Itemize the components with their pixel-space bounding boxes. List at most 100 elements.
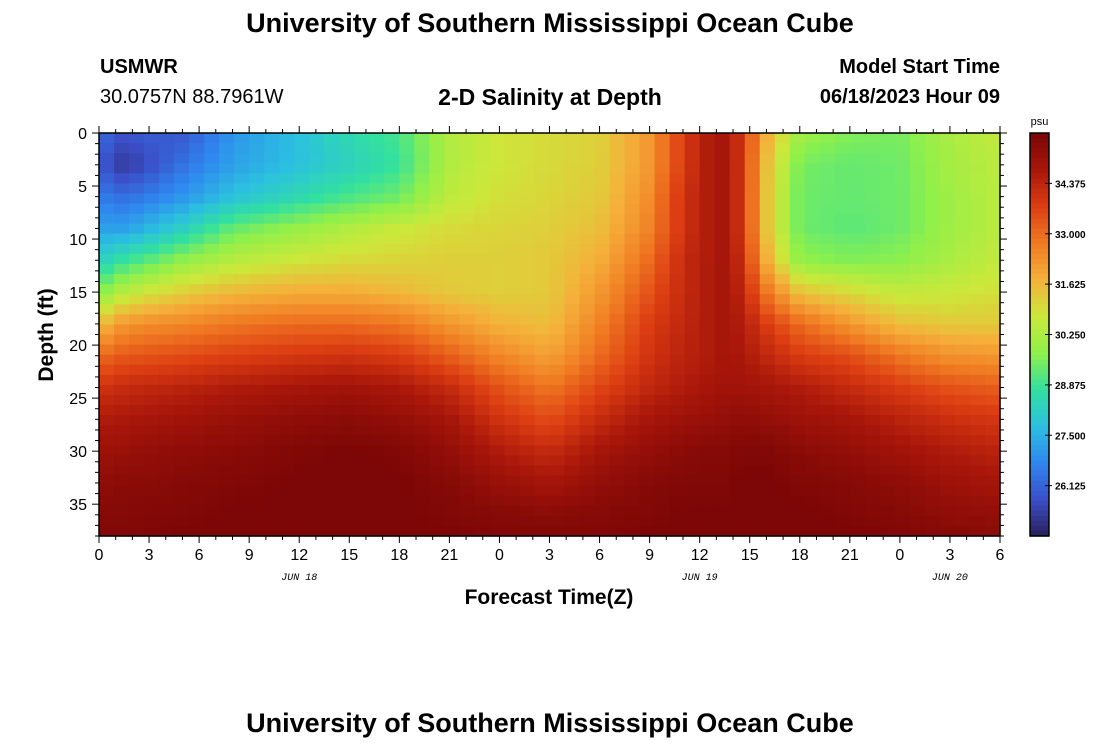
- heatmap-cell: [774, 213, 791, 225]
- heatmap-cell: [804, 495, 821, 507]
- heatmap-cell: [714, 274, 731, 285]
- heatmap-cell: [969, 495, 986, 507]
- heatmap-cell: [744, 495, 761, 507]
- heatmap-cell: [264, 394, 280, 406]
- heatmap-cell: [564, 193, 581, 205]
- heatmap-cell: [669, 324, 686, 336]
- heatmap-cell: [159, 183, 175, 195]
- colorbar-cell: [1030, 243, 1049, 250]
- x-tick-label: 0: [895, 547, 904, 564]
- heatmap-cell: [879, 435, 896, 446]
- heatmap-cell: [249, 253, 265, 265]
- heatmap-cell: [984, 223, 1001, 235]
- heatmap-cell: [279, 284, 295, 295]
- heatmap-cell: [234, 344, 250, 356]
- heatmap-cell: [399, 505, 415, 517]
- heatmap-cell: [339, 394, 355, 406]
- heatmap-cell: [564, 525, 581, 537]
- heatmap-cell: [189, 304, 205, 315]
- heatmap-cell: [444, 304, 460, 315]
- heatmap-cell: [744, 284, 761, 295]
- x-tick-label: 0: [95, 547, 104, 564]
- heatmap-cell: [579, 133, 596, 144]
- heatmap-cell: [294, 173, 310, 184]
- heatmap-cell: [954, 304, 971, 315]
- heatmap-cell: [834, 193, 851, 205]
- heatmap-cell: [789, 263, 806, 275]
- heatmap-cell: [849, 324, 866, 336]
- heatmap-cell: [834, 405, 851, 416]
- heatmap-cell: [519, 334, 536, 346]
- heatmap-cell: [684, 435, 701, 446]
- heatmap-cell: [639, 163, 656, 174]
- heatmap-cell: [864, 465, 881, 477]
- colorbar-cell: [1030, 279, 1049, 285]
- heatmap-cell: [984, 263, 1001, 275]
- heatmap-cell: [609, 394, 626, 406]
- x-tick-label: 21: [841, 547, 859, 564]
- heatmap-cell: [879, 203, 896, 215]
- heatmap-cell: [699, 374, 716, 386]
- heatmap-cell: [699, 133, 716, 144]
- heatmap-cell: [114, 213, 130, 225]
- heatmap-cell: [219, 435, 235, 446]
- heatmap-cell: [249, 485, 265, 497]
- heatmap-cell: [879, 455, 896, 467]
- heatmap-cell: [729, 304, 746, 315]
- heatmap-cell: [429, 143, 445, 154]
- heatmap-cell: [819, 344, 836, 356]
- heatmap-cell: [474, 465, 491, 477]
- heatmap-cell: [339, 405, 355, 416]
- heatmap-cell: [804, 183, 821, 195]
- heatmap-cell: [99, 364, 115, 376]
- heatmap-cell: [189, 284, 205, 295]
- heatmap-cell: [99, 525, 115, 537]
- heatmap-cell: [204, 304, 220, 315]
- heatmap-cell: [789, 394, 806, 406]
- heatmap-cell: [384, 405, 400, 416]
- heatmap-cell: [669, 314, 686, 326]
- heatmap-cell: [984, 515, 1001, 527]
- colorbar-cell: [1030, 394, 1049, 401]
- heatmap-cell: [654, 213, 671, 225]
- heatmap-cell: [519, 233, 536, 245]
- heatmap-cell: [129, 294, 145, 305]
- heatmap-cell: [249, 183, 265, 195]
- heatmap-cell: [129, 525, 145, 537]
- heatmap-cell: [489, 525, 506, 537]
- heatmap-cell: [654, 193, 671, 205]
- heatmap-cell: [129, 284, 145, 295]
- heatmap-cell: [384, 505, 400, 517]
- heatmap-cell: [834, 374, 851, 386]
- heatmap-cell: [864, 173, 881, 184]
- heatmap-cell: [669, 415, 686, 426]
- heatmap-cell: [849, 203, 866, 215]
- heatmap-cell: [219, 294, 235, 305]
- heatmap-cell: [339, 364, 355, 376]
- heatmap-cell: [324, 223, 340, 235]
- heatmap-cell: [984, 193, 1001, 205]
- heatmap-cell: [129, 455, 145, 467]
- heatmap-cell: [474, 394, 491, 406]
- heatmap-cell: [714, 394, 731, 406]
- heatmap-cell: [864, 485, 881, 497]
- heatmap-cell: [819, 243, 836, 255]
- heatmap-cell: [279, 153, 295, 164]
- heatmap-cell: [429, 364, 445, 376]
- heatmap-cell: [324, 133, 340, 144]
- heatmap-cell: [699, 143, 716, 154]
- heatmap-cell: [984, 425, 1001, 436]
- heatmap-cell: [714, 505, 731, 517]
- heatmap-cell: [489, 415, 506, 426]
- heatmap-cell: [759, 153, 776, 164]
- heatmap-cell: [354, 203, 370, 215]
- heatmap-cell: [534, 445, 551, 456]
- heatmap-cell: [204, 173, 220, 184]
- heatmap-cell: [534, 153, 551, 164]
- heatmap-cell: [279, 394, 295, 406]
- heatmap-cell: [669, 425, 686, 436]
- heatmap-cell: [144, 324, 160, 336]
- heatmap-cell: [624, 253, 641, 265]
- colorbar-cell: [1030, 374, 1049, 381]
- heatmap-cell: [654, 274, 671, 285]
